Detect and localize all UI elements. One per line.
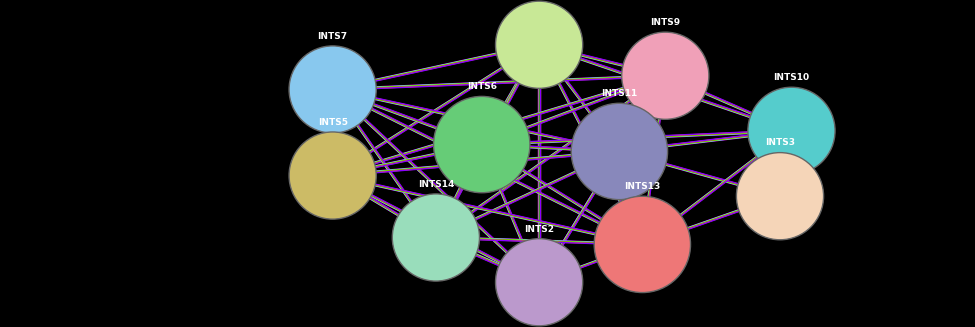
Ellipse shape [736,153,824,240]
Ellipse shape [495,1,583,88]
Ellipse shape [289,46,376,133]
Text: INTS2: INTS2 [525,225,554,233]
Ellipse shape [594,196,690,293]
Text: INTS3: INTS3 [765,138,795,147]
Ellipse shape [748,87,835,174]
Text: INTS10: INTS10 [773,73,809,82]
Text: INTS9: INTS9 [650,18,681,27]
Ellipse shape [289,132,376,219]
Ellipse shape [495,239,583,326]
Text: INTS7: INTS7 [318,32,348,41]
Text: INTS13: INTS13 [624,182,660,191]
Ellipse shape [571,103,668,199]
Ellipse shape [392,194,480,281]
Text: INTS6: INTS6 [467,82,497,91]
Ellipse shape [622,32,709,119]
Ellipse shape [434,96,530,193]
Text: INTS5: INTS5 [318,118,348,127]
Text: INTS14: INTS14 [417,180,454,189]
Text: INTS11: INTS11 [602,89,638,98]
